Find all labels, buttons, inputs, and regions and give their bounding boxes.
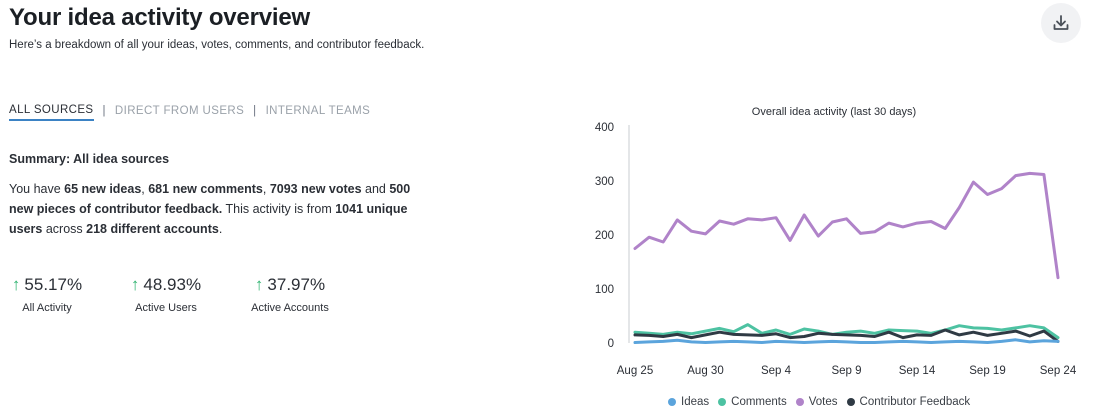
series-line-ideas [633,338,1060,344]
legend-label: Contributor Feedback [859,396,971,408]
x-tick-label: Sep 14 [899,365,936,377]
page-subtitle: Here’s a breakdown of all your ideas, vo… [9,39,425,51]
metric-value: 48.93% [143,275,202,294]
legend-item-votes[interactable]: Votes [795,396,838,408]
summary-ideas-count: 65 new ideas [64,182,142,196]
tab-direct-from-users[interactable]: DIRECT FROM USERS [114,105,245,117]
download-button[interactable] [1041,3,1081,43]
summary-text-part: , [141,182,149,196]
tab-internal-teams[interactable]: INTERNAL TEAMS [265,105,371,117]
metric-value: 55.17% [24,275,83,294]
trend-up-icon: ↑ [130,275,140,294]
trend-up-icon: ↑ [254,275,264,294]
legend-dot-icon [718,398,727,406]
summary-accounts-count: 218 different accounts [86,222,219,236]
x-tick-label: Aug 25 [617,365,653,377]
series-line-votes [633,171,1060,280]
metric-label: Active Users [135,302,197,314]
metric-value: 37.97% [267,275,326,294]
source-tabs: ALL SOURCES | DIRECT FROM USERS | INTERN… [9,104,370,121]
legend-dot-icon [668,398,676,406]
summary-text-part: and [361,182,390,196]
summary-users-count: 1041 unique users [9,202,408,236]
y-tick-label: 300 [595,176,614,188]
y-tick-label: 0 [608,338,614,350]
tab-separator: | [253,105,257,117]
chart-legend: Ideas Comments Votes Contributor Feedbac… [668,396,979,408]
series-lines [633,171,1060,344]
summary-feedback-count: 500 new pieces of contributor feedback. [9,182,411,216]
x-tick-label: Sep 24 [1040,365,1077,377]
page-title: Your idea activity overview [9,4,310,31]
legend-dot-icon [795,398,804,406]
metric-label: Active Accounts [251,302,329,314]
tab-separator: | [102,105,106,117]
series-line-comments [633,323,1060,340]
chart-title: Overall idea activity (last 30 days) [752,106,916,118]
metric-active-users: ↑ 48.93% Active Users [120,275,212,314]
summary-title: Summary: All idea sources [9,152,170,166]
summary-text-part: This activity is from [222,202,336,216]
y-tick-label: 200 [595,230,614,242]
y-axis-ticks: 0 100 200 300 400 [595,122,614,350]
summary-comments-count: 681 new comments [148,182,263,196]
summary-votes-count: 7093 new votes [269,182,362,196]
series-line-contributor-feedback [633,328,1060,343]
y-tick-label: 400 [595,122,614,134]
x-tick-label: Aug 30 [687,365,723,377]
summary-text: You have 65 new ideas, 681 new comments,… [9,179,429,239]
x-axis-ticks: Aug 25 Aug 30 Sep 4 Sep 9 Sep 14 Sep 19 Sep 24 [617,365,1077,377]
tab-all-sources[interactable]: ALL SOURCES [9,104,94,121]
download-icon [1053,15,1069,30]
legend-item-ideas[interactable]: Ideas [668,396,709,408]
legend-dot-icon [846,398,855,406]
trend-up-icon: ↑ [11,275,21,294]
y-tick-label: 100 [595,284,614,296]
legend-item-comments[interactable]: Comments [718,396,787,408]
summary-text-part: . [218,222,223,236]
x-tick-label: Sep 9 [831,365,861,377]
activity-chart: Overall idea activity (last 30 days) 0 10… [595,106,1077,377]
legend-label: Comments [731,396,787,408]
metric-active-accounts: ↑ 37.97% Active Accounts [244,275,336,314]
legend-item-contributor-feedback[interactable]: Contributor Feedback [846,396,971,408]
x-tick-label: Sep 4 [761,365,792,377]
summary-text-part: You have [9,182,65,196]
summary-text-part: , [262,182,270,196]
summary-text-part: across [42,222,87,236]
x-tick-label: Sep 19 [969,365,1005,377]
metric-all-activity: ↑ 55.17% All Activity [5,275,89,314]
legend-label: Ideas [681,396,710,408]
metric-label: All Activity [22,302,72,314]
legend-label: Votes [808,396,838,408]
